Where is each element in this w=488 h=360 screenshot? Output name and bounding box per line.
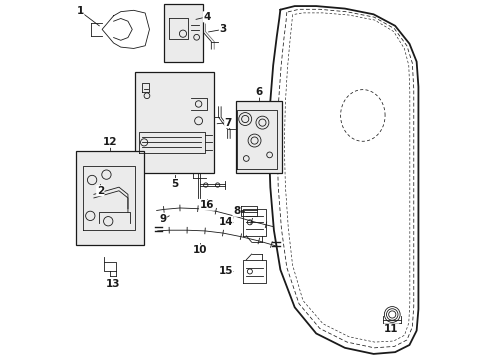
Text: 8: 8	[232, 206, 240, 216]
Bar	[135, 72, 214, 173]
Text: 13: 13	[105, 279, 120, 289]
Text: 6: 6	[255, 87, 262, 97]
Text: 5: 5	[171, 179, 178, 189]
Text: 11: 11	[384, 324, 398, 334]
Text: 4: 4	[203, 12, 210, 22]
Text: 12: 12	[102, 138, 117, 147]
Text: 16: 16	[199, 200, 214, 210]
Text: 15: 15	[218, 266, 233, 276]
Text: 14: 14	[218, 217, 233, 227]
Bar	[163, 4, 203, 62]
Text: 3: 3	[219, 24, 226, 35]
Text: 1: 1	[77, 6, 84, 17]
Text: 9: 9	[159, 215, 166, 224]
Bar	[76, 151, 144, 244]
Text: 2: 2	[97, 186, 104, 196]
Text: 7: 7	[224, 118, 232, 128]
Text: 10: 10	[192, 245, 206, 255]
Bar	[235, 101, 282, 173]
